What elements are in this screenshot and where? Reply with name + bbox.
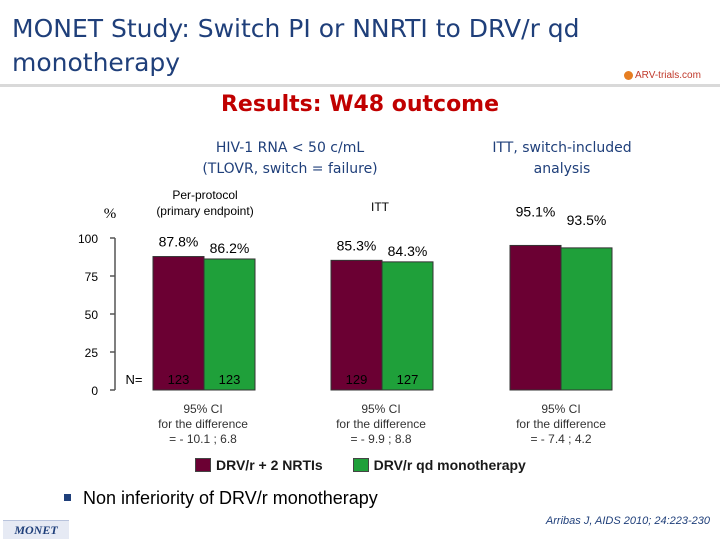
ci-note-itt-switch: 95% CI for the difference = - 7.4 ; 4.2 (471, 402, 651, 447)
ci-note-itt: 95% CI for the difference = - 9.9 ; 8.8 (291, 402, 471, 447)
per-protocol-label: Per-protocol (primary endpoint) (125, 187, 285, 219)
monet-tag: MONET (3, 520, 69, 539)
bar-value-label-drvr-nrtis-group-2: 95.1% (516, 203, 556, 219)
logo-ball-icon (624, 70, 633, 80)
itt-label: ITT (371, 200, 389, 214)
per-protocol-line2: (primary endpoint) (156, 204, 254, 218)
ci-line3: = - 7.4 ; 4.2 (530, 432, 592, 446)
arv-trials-logo: ARV-trials.com (624, 70, 701, 81)
ci-line2: for the difference (336, 417, 426, 431)
results-subtitle: Results: W48 outcome (220, 92, 500, 117)
legend-label-drvr-mono: DRV/r qd monotherapy (373, 457, 526, 473)
legend-item-drvr-nrtis: DRV/r + 2 NRTIs (195, 457, 323, 473)
legend-label-drvr-nrtis: DRV/r + 2 NRTIs (216, 457, 323, 473)
n-value-label-group-1-drvr-mono: 127 (397, 372, 419, 387)
hiv-rna-group-header: HIV-1 RNA < 50 c/mL (TLOVR, switch = fai… (150, 138, 430, 180)
bar-value-label-drvr-nrtis-group-0: 87.8% (159, 234, 199, 250)
bullet-square-icon (64, 493, 71, 501)
reference-citation: Arribas J, AIDS 2010; 24:223-230 (545, 515, 710, 527)
ci-line1: 95% CI (361, 402, 401, 416)
bar-drvr-mono-group-0 (203, 258, 256, 391)
chart-legend: DRV/r + 2 NRTIs DRV/r qd monotherapy (195, 457, 552, 475)
y-tick-label-100: 100 (78, 232, 98, 246)
conclusion-bullet: Non inferiority of DRV/r monotherapy (64, 488, 378, 509)
n-value-label-group-1-drvr-nrtis: 129 (346, 372, 368, 387)
conclusion-text: Non inferiority of DRV/r monotherapy (83, 488, 378, 508)
logo-text: ARV-trials.com (635, 70, 701, 81)
legend-swatch-drvr-nrtis (195, 458, 211, 472)
ci-line1: 95% CI (183, 402, 223, 416)
header-divider (0, 84, 720, 87)
hiv-rna-header-line1: HIV-1 RNA < 50 c/mL (215, 140, 365, 156)
hiv-rna-header-line2: (TLOVR, switch = failure) (202, 161, 378, 177)
y-tick-label-0: 0 (91, 384, 98, 398)
n-prefix-label: N= (126, 372, 143, 387)
ci-line2: for the difference (158, 417, 248, 431)
legend-item-drvr-mono: DRV/r qd monotherapy (352, 457, 526, 473)
n-value-label-group-0-drvr-nrtis: 123 (168, 372, 190, 387)
bar-value-label-drvr-mono-group-1: 84.3% (388, 243, 428, 259)
bar-value-label-drvr-mono-group-2: 93.5% (567, 212, 607, 228)
ci-note-per-protocol: 95% CI for the difference = - 10.1 ; 6.8 (113, 402, 293, 447)
n-value-label-group-0-drvr-mono: 123 (219, 372, 241, 387)
bar-drvr-mono-group-1 (381, 261, 434, 391)
bar-drvr-nrtis-group-1 (330, 259, 383, 391)
bar-value-label-drvr-nrtis-group-1: 85.3% (337, 237, 377, 253)
bar-drvr-mono-group-2 (560, 247, 613, 391)
ci-line2: for the difference (516, 417, 606, 431)
bar-drvr-nrtis-group-2 (509, 244, 562, 391)
ci-line3: = - 10.1 ; 6.8 (169, 432, 237, 446)
itt-switch-header-line1: ITT, switch-included (492, 140, 632, 156)
bar-drvr-nrtis-group-0 (152, 256, 205, 391)
per-protocol-line1: Per-protocol (172, 188, 238, 202)
itt-switch-group-header: ITT, switch-included analysis (462, 138, 662, 180)
itt-switch-header-line2: analysis (533, 161, 591, 177)
ci-line3: = - 9.9 ; 8.8 (350, 432, 412, 446)
y-tick-label-50: 50 (85, 308, 99, 322)
bar-value-label-drvr-mono-group-0: 86.2% (210, 240, 250, 256)
y-tick-label-25: 25 (85, 346, 99, 360)
legend-swatch-drvr-mono (352, 458, 369, 472)
ci-line1: 95% CI (541, 402, 581, 416)
slide-title: MONET Study: Switch PI or NNRTI to DRV/r… (12, 14, 580, 77)
y-tick-label-75: 75 (85, 270, 99, 284)
y-axis-unit-label: % (104, 206, 117, 222)
